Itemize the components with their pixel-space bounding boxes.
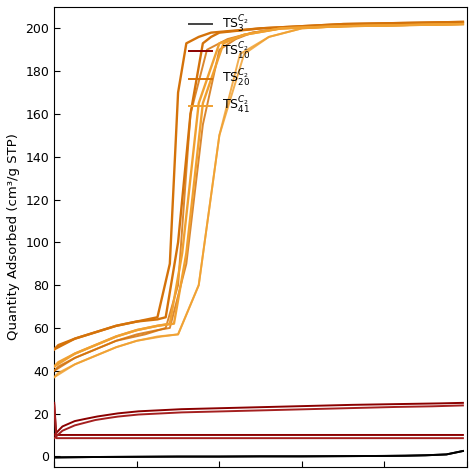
Y-axis label: Quantity Adsorbed (cm³/g STP): Quantity Adsorbed (cm³/g STP) (7, 134, 20, 340)
Legend: TS$_{3}^{C_2}$, TS$_{10}^{C_2}$, TS$_{20}^{C_2}$, TS$_{41}^{C_2}$: TS$_{3}^{C_2}$, TS$_{10}^{C_2}$, TS$_{20… (184, 9, 255, 121)
